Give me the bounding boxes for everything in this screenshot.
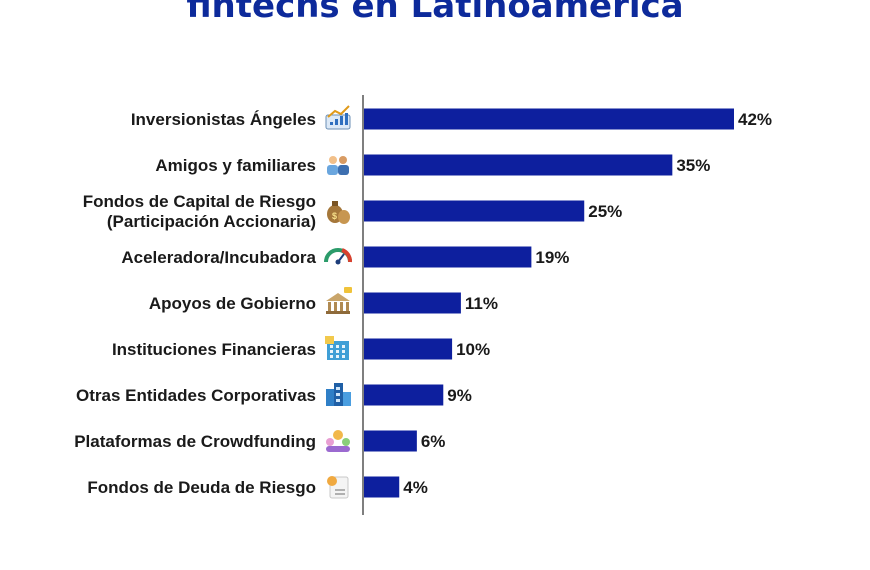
category-label-line: Inversionistas Ángeles xyxy=(131,110,316,129)
category-label-line: Amigos y familiares xyxy=(155,156,316,175)
category-label-9: Fondos de Deuda de Riesgo xyxy=(87,478,316,497)
value-label-7: 9% xyxy=(447,386,472,405)
value-label-1: 42% xyxy=(738,110,772,129)
bar-5 xyxy=(364,292,461,314)
category-label-7: Otras Entidades Corporativas xyxy=(76,386,316,405)
value-labels: 42% 35% 25% 19% 11% 10% 9% 6% 4% xyxy=(403,110,772,497)
category-label-line: Instituciones Financieras xyxy=(112,340,316,359)
loan-document-icon xyxy=(327,476,349,499)
category-label-line: Plataformas de Crowdfunding xyxy=(74,432,316,451)
growth-chart-icon xyxy=(325,105,351,130)
icons-group: $ xyxy=(324,105,352,499)
bar-1 xyxy=(364,108,734,130)
category-label-2: Amigos y familiares xyxy=(155,156,316,175)
category-label-line: Fondos de Deuda de Riesgo xyxy=(87,478,316,497)
bars-group xyxy=(364,108,734,498)
category-label-6: Instituciones Financieras xyxy=(112,340,316,359)
bar-7 xyxy=(364,384,444,406)
category-label-8: Plataformas de Crowdfunding xyxy=(74,432,316,451)
value-label-5: 11% xyxy=(465,294,498,313)
government-building-icon xyxy=(326,287,352,314)
bar-4 xyxy=(364,246,532,268)
value-label-3: 25% xyxy=(588,202,622,221)
category-label-line: Fondos de Capital de Riesgo xyxy=(83,192,316,211)
value-label-2: 35% xyxy=(676,156,710,175)
money-bags-icon: $ xyxy=(327,201,350,224)
bar-8 xyxy=(364,430,417,452)
category-label-1: Inversionistas Ángeles xyxy=(131,110,316,129)
category-label-5: Apoyos de Gobierno xyxy=(149,294,316,313)
value-label-8: 6% xyxy=(421,432,446,451)
category-label-line: Otras Entidades Corporativas xyxy=(76,386,316,405)
bar-9 xyxy=(364,476,400,498)
category-label-line: (Participación Accionaria) xyxy=(107,212,316,231)
office-buildings-icon xyxy=(326,383,351,406)
value-label-9: 4% xyxy=(403,478,428,497)
people-icon xyxy=(327,156,349,175)
category-label-3: Fondos de Capital de Riesgo (Participació… xyxy=(83,192,316,231)
bar-3 xyxy=(364,200,585,222)
bank-building-icon xyxy=(325,336,349,360)
speedometer-icon xyxy=(324,248,352,265)
category-label-line: Aceleradora/Incubadora xyxy=(121,248,316,267)
category-label-4: Aceleradora/Incubadora xyxy=(121,248,316,267)
bar-2 xyxy=(364,154,673,176)
category-label-line: Apoyos de Gobierno xyxy=(149,294,316,313)
bar-6 xyxy=(364,338,453,360)
chart-title: fintechs en Latinoamérica xyxy=(186,0,684,26)
category-labels: Inversionistas Ángeles Amigos y familiare… xyxy=(74,110,316,497)
crowd-people-icon xyxy=(326,430,350,452)
svg-text:$: $ xyxy=(332,211,337,221)
value-label-6: 10% xyxy=(456,340,490,359)
value-label-4: 19% xyxy=(535,248,569,267)
